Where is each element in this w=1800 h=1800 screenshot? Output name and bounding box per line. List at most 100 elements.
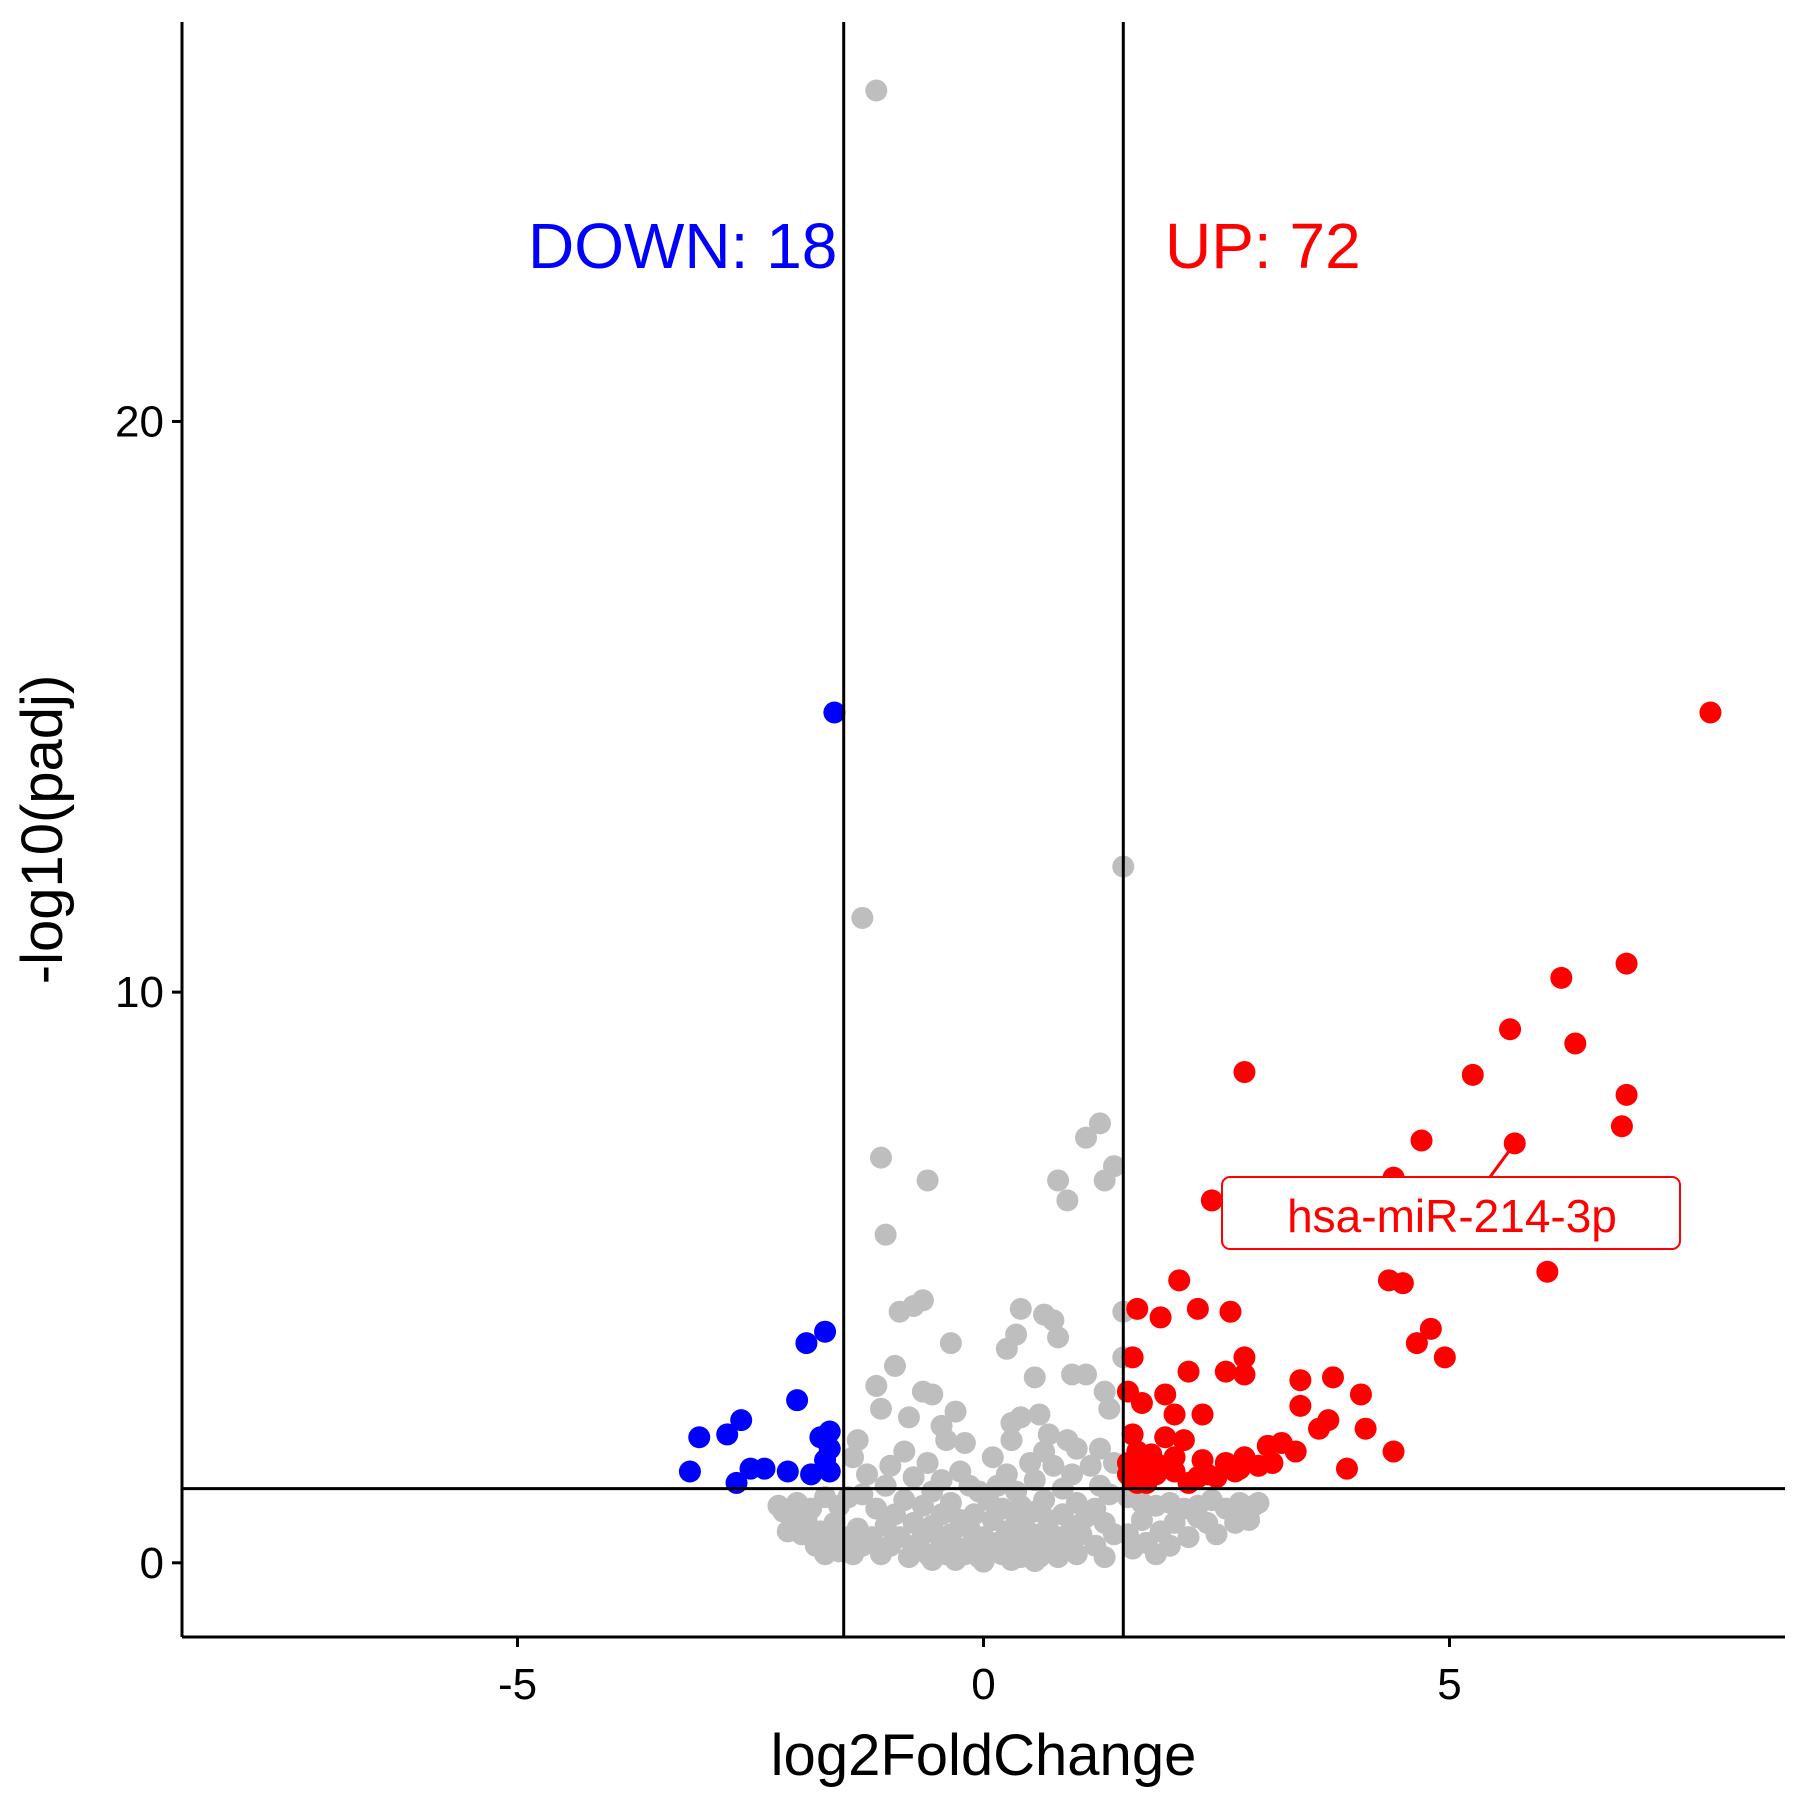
data-point (1047, 1169, 1070, 1192)
data-point (1410, 1129, 1433, 1152)
data-point (1042, 1454, 1065, 1477)
data-point (1610, 1115, 1633, 1138)
data-point (865, 79, 888, 102)
data-point (818, 1460, 841, 1483)
data-point (1168, 1269, 1191, 1292)
data-point (1093, 1546, 1116, 1569)
data-point (1163, 1403, 1186, 1426)
data-point (1149, 1306, 1172, 1329)
data-point (981, 1446, 1004, 1469)
data-point (1019, 1451, 1042, 1474)
data-point (1023, 1469, 1046, 1492)
data-point (1009, 1297, 1032, 1320)
data-point (921, 1383, 944, 1406)
data-point (1065, 1543, 1088, 1566)
data-point (814, 1543, 837, 1566)
data-point (1233, 1363, 1256, 1386)
data-point (921, 1548, 944, 1571)
data-point (1154, 1383, 1177, 1406)
data-point (1093, 1169, 1116, 1192)
data-point (888, 1300, 911, 1323)
x-axis-title: log2FoldChange (771, 1723, 1197, 1788)
y-tick-label: 20 (115, 397, 164, 446)
data-point (1289, 1394, 1312, 1417)
data-point (1550, 966, 1573, 989)
data-point (1349, 1383, 1372, 1406)
data-point (1289, 1369, 1312, 1392)
data-point (1093, 1380, 1116, 1403)
data-point (837, 1534, 860, 1557)
data-point (869, 1146, 892, 1169)
data-point (939, 1332, 962, 1355)
data-point (1056, 1189, 1079, 1212)
data-point (869, 1397, 892, 1420)
data-point (1121, 1423, 1144, 1446)
data-point (1224, 1460, 1247, 1483)
data-point (1177, 1360, 1200, 1383)
data-point (944, 1548, 967, 1571)
data-point (1023, 1366, 1046, 1389)
x-tick-label: 5 (1437, 1660, 1461, 1709)
points-layer (678, 79, 1722, 1573)
data-point (1088, 1112, 1111, 1135)
data-point (883, 1354, 906, 1377)
data-point (1699, 701, 1722, 724)
data-point (1065, 1437, 1088, 1460)
data-point (753, 1457, 776, 1480)
data-point (1233, 1061, 1256, 1084)
data-point (1284, 1440, 1307, 1463)
y-axis-title: -log10(padj) (10, 675, 75, 985)
x-tick-label: 0 (971, 1660, 995, 1709)
data-point (1247, 1491, 1270, 1514)
down-count-label: DOWN: 18 (528, 210, 837, 282)
data-point (776, 1520, 799, 1543)
data-point (995, 1337, 1018, 1360)
data-point (1219, 1300, 1242, 1323)
data-point (1121, 1537, 1144, 1560)
y-tick-label: 10 (115, 968, 164, 1017)
data-point (776, 1460, 799, 1483)
data-point (795, 1332, 818, 1355)
data-point (874, 1223, 897, 1246)
data-point (1308, 1417, 1331, 1440)
data-point (814, 1320, 837, 1343)
data-point (916, 1169, 939, 1192)
data-point (1536, 1260, 1559, 1283)
data-point (1214, 1360, 1237, 1383)
data-point (1130, 1509, 1153, 1532)
gene-label-box (1221, 1176, 1681, 1250)
data-point (1433, 1346, 1456, 1369)
data-point (1163, 1460, 1186, 1483)
data-point (935, 1429, 958, 1452)
data-point (1196, 1463, 1219, 1486)
data-point (1233, 1346, 1256, 1369)
data-point (1419, 1317, 1442, 1340)
data-point (1079, 1454, 1102, 1477)
data-point (716, 1423, 739, 1446)
data-point (1121, 1346, 1144, 1369)
data-point (1144, 1463, 1167, 1486)
data-point (786, 1389, 809, 1412)
data-point (1196, 1511, 1219, 1534)
data-point (1321, 1366, 1344, 1389)
data-point (1261, 1451, 1284, 1474)
data-point (1186, 1297, 1209, 1320)
data-point (851, 906, 874, 929)
data-point (1461, 1063, 1484, 1086)
data-point (1354, 1417, 1377, 1440)
data-point (1000, 1548, 1023, 1571)
data-point (1075, 1363, 1098, 1386)
data-point (865, 1497, 888, 1520)
data-point (730, 1409, 753, 1432)
data-point (1405, 1332, 1428, 1355)
data-point (944, 1400, 967, 1423)
data-point (893, 1440, 916, 1463)
data-point (865, 1374, 888, 1397)
data-point (767, 1494, 790, 1517)
data-point (879, 1454, 902, 1477)
data-point (1615, 1083, 1638, 1106)
data-point (1335, 1457, 1358, 1480)
data-point (688, 1426, 711, 1449)
gene-label: hsa-miR-214-3p (1287, 1190, 1617, 1242)
